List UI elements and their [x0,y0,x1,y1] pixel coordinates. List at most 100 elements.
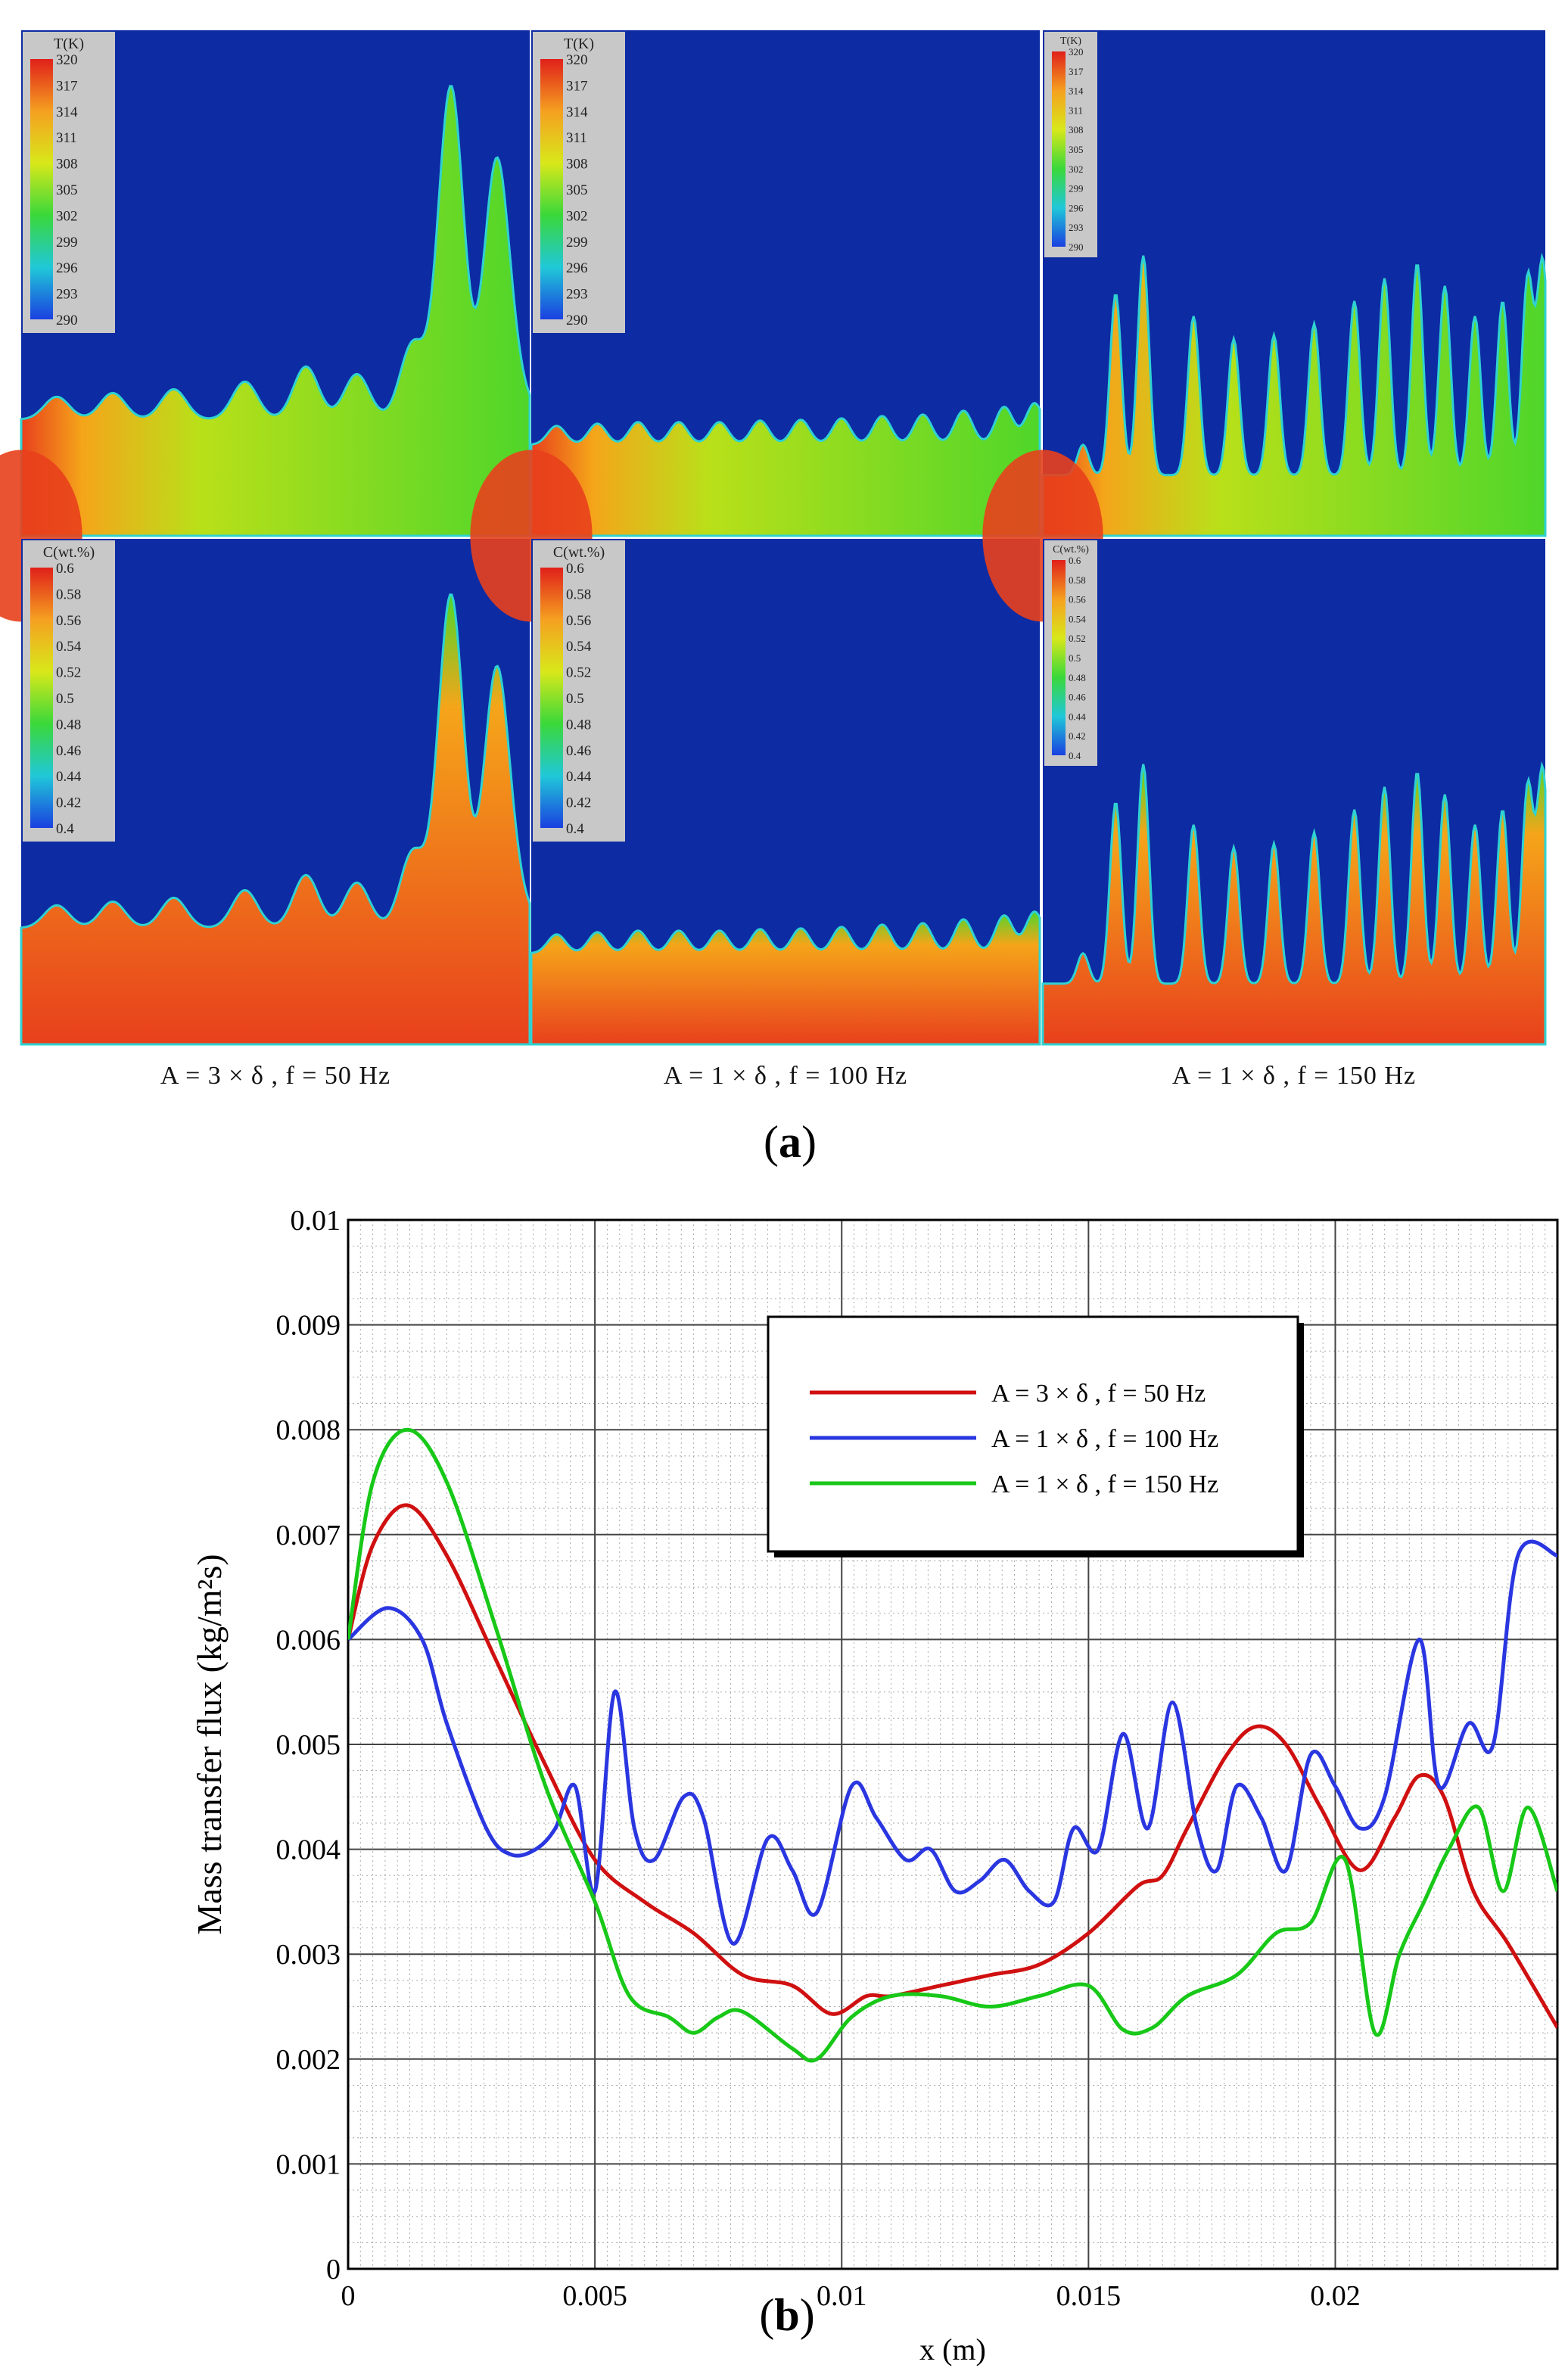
legend-level-label: 0.52 [56,665,81,681]
legend-title: T(K) [564,36,594,52]
color-legend: C(wt.%)0.6 0.58 0.56 0.54 0.52 0.5 0.48 0.46 0.4… [533,540,625,842]
legend-title: C(wt.%) [553,544,605,561]
legend-color-bar [1052,560,1066,755]
legend-level-label: 0.4 [1069,750,1081,761]
legend-level-label: 0.48 [1069,672,1086,683]
plot-frame [347,1218,1559,2270]
y-tick-label: 0.004 [276,1834,341,1866]
legend-color-bar [30,568,53,828]
series-line-2 [348,1539,1557,1946]
y-tick-label: 0.002 [276,2044,341,2076]
legend-level-label: 0.42 [1069,730,1086,742]
contour-plot-temperature-2: T(K)320 317 314 311 308 305 302 299 296 293 290 [470,30,1041,622]
contour-grid: T(K)320317314311308305302299296293290C(w… [0,30,1547,1090]
x-tick-label: 0.015 [1056,2280,1122,2312]
legend-level-label: 320 [1069,46,1084,58]
legend-level-label: 305 [56,182,78,198]
legend-level-label: 317 [56,78,78,94]
legend-level-label: 0.56 [566,613,591,629]
legend-level-label: 311 [56,130,77,146]
panel-a-label: (a) [764,1117,817,1167]
legend-level-label: 0.6 [1069,555,1081,566]
legend-level-label: 0.5 [1069,652,1081,664]
y-tick-label: 0.01 [291,1205,341,1237]
legend-entry: A = 3 × δ , f = 50 Hz [991,1380,1206,1408]
color-legend: T(K)320 317 314 311 308 305 302 299 296 293 290 [533,32,625,333]
legend-level-label: 299 [56,235,78,250]
legend-level-label: 0.44 [56,769,82,785]
legend-level-label: 302 [56,208,78,224]
legend-level-label: 0.6 [56,561,74,577]
legend-level-label: 308 [56,157,78,173]
legend-level-label: 0.54 [56,639,82,655]
legend-level-label: 299 [566,235,588,250]
legend-entry: A = 1 × δ , f = 100 Hz [991,1425,1218,1453]
x-tick-label: 0.01 [817,2280,867,2312]
color-legend: T(K)320 317 314 311 308 305 302 299 296 293 290 [1044,32,1097,257]
legend-level-label: 0.54 [566,639,592,655]
y-tick-label: 0 [326,2254,341,2285]
legend-level-label: 0.42 [566,795,591,811]
legend-level-label: 0.44 [566,769,592,785]
contour-plot-concentration-3: C(wt.%)0.6 0.58 0.56 0.54 0.52 0.5 0.48 0.46 0.4… [1041,539,1547,1046]
legend-level-label: 0.46 [1069,692,1086,703]
legend-level-label: 320 [56,52,78,68]
legend-level-label: 0.52 [566,665,591,681]
legend-level-label: 0.46 [566,743,591,759]
color-legend: C(wt.%)0.6 0.58 0.56 0.54 0.52 0.5 0.48 0.46 0.4… [1044,540,1097,766]
legend-entry: A = 1 × δ , f = 150 Hz [991,1470,1218,1498]
legend-level-label: 314 [56,104,78,120]
y-tick-label: 0.001 [276,2149,341,2180]
contour-plot-temperature-3: T(K)320 317 314 311 308 305 302 299 296 293 290 [982,30,1547,622]
legend-level-label: 320 [566,52,588,68]
legend-level-label: 0.54 [1069,613,1086,624]
liquid-film [530,910,1041,1046]
legend-level-label: 0.58 [56,587,81,602]
column-caption: A = 1 × δ , f = 100 Hz [664,1062,907,1090]
column-caption: A = 3 × δ , f = 50 Hz [160,1062,390,1090]
legend-level-label: 302 [566,208,588,224]
legend-level-label: 0.58 [1069,574,1086,586]
legend-level-label: 314 [1069,86,1084,97]
legend-level-label: 0.4 [56,821,74,837]
legend-title: T(K) [1060,36,1081,47]
y-tick-label: 0.007 [276,1520,341,1551]
legend-level-label: 0.4 [566,821,584,837]
legend-level-label: 293 [56,287,78,303]
contour-plot-concentration-1: C(wt.%)0.6 0.58 0.56 0.54 0.52 0.5 0.48 0.46 0.4… [20,539,531,1046]
legend-level-label: 0.58 [566,587,591,602]
legend-color-bar [540,568,563,828]
legend-level-label: 299 [1069,183,1084,194]
x-tick-label: 0.02 [1310,2280,1361,2312]
legend-level-label: 296 [566,260,588,276]
legend-level-label: 0.5 [56,691,74,707]
legend-color-bar [540,59,563,319]
legend-level-label: 317 [566,78,588,94]
legend-level-label: 0.6 [566,561,584,577]
legend-title: C(wt.%) [43,544,95,561]
legend-box [767,1315,1299,1553]
color-legend: C(wt.%)0.6 0.58 0.56 0.54 0.52 0.5 0.48 0.46 0.4… [23,540,115,842]
legend-level-label: 0.56 [56,613,81,629]
legend-level-label: 0.52 [1069,633,1086,644]
legend-level-label: 308 [566,157,588,173]
legend-level-label: 317 [1069,66,1084,77]
liquid-film [1041,252,1547,537]
legend-level-label: 0.5 [566,691,584,707]
legend-level-label: 296 [56,260,78,276]
contour-plot-temperature-1: T(K)320 317 314 311 308 305 302 299 296 293 290 [0,30,531,622]
x-axis-label: x (m) [919,2332,986,2366]
legend-level-label: 0.48 [566,717,591,733]
legend-title: T(K) [54,36,84,52]
legend-level-label: 290 [56,313,78,328]
flux-chart-panel: 0 0.005 0.01 0.015 0.02 0 0.001 0.002 0.003 0.004… [0,1188,1568,2367]
legend-level-label: 311 [1069,104,1083,116]
y-tick-label: 0.006 [276,1624,341,1656]
legend-level-label: 290 [1069,241,1084,253]
y-tick-label: 0.009 [276,1310,341,1342]
color-legend: T(K)320 317 314 311 308 305 302 299 296 293 290 [23,32,115,333]
contour-panel: T(K) 320 317 314 311 308 305 302 299 296 293 290 C(w… [0,0,1568,1167]
x-tick-label: 0 [341,2280,356,2312]
legend-color-bar [1052,51,1066,247]
panel-b-label: (b) [759,2290,815,2340]
